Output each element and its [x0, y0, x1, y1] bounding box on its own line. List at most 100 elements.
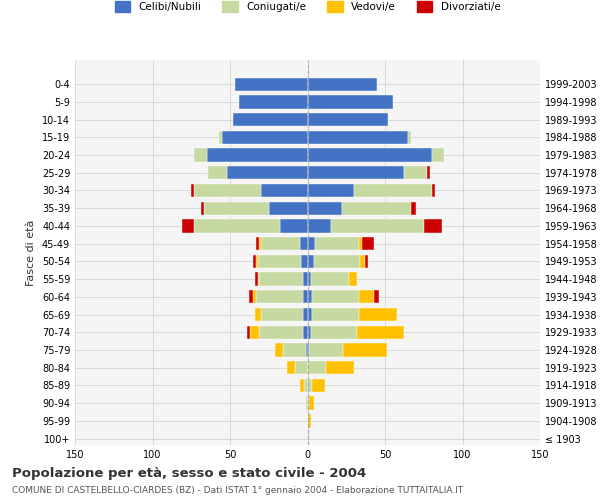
Bar [306, 396, 308, 410]
Bar [303, 326, 308, 339]
Bar [295, 361, 308, 374]
Bar [227, 166, 308, 179]
Bar [191, 184, 194, 197]
Bar [303, 308, 308, 321]
Bar [259, 237, 261, 250]
Bar [301, 254, 308, 268]
Bar [300, 379, 304, 392]
Bar [431, 148, 444, 162]
Bar [259, 326, 303, 339]
Bar [314, 254, 360, 268]
Bar [235, 78, 308, 91]
Y-axis label: Fasce di età: Fasce di età [26, 220, 36, 286]
Bar [247, 326, 250, 339]
Bar [308, 166, 404, 179]
Bar [309, 396, 314, 410]
Text: COMUNE DI CASTELBELLO-CIARDES (BZ) - Dati ISTAT 1° gennaio 2004 - Elaborazione T: COMUNE DI CASTELBELLO-CIARDES (BZ) - Dat… [12, 486, 463, 495]
Bar [255, 308, 261, 321]
Bar [308, 414, 311, 428]
Bar [308, 326, 311, 339]
Bar [306, 344, 308, 356]
Bar [362, 237, 374, 250]
Bar [311, 272, 349, 285]
Bar [256, 290, 303, 304]
Bar [359, 290, 374, 304]
Bar [315, 237, 359, 250]
Bar [359, 237, 362, 250]
Bar [308, 237, 315, 250]
Bar [261, 308, 303, 321]
Bar [261, 237, 300, 250]
Bar [308, 254, 314, 268]
Legend: Celibi/Nubili, Coniugati/e, Vedovi/e, Divorziati/e: Celibi/Nubili, Coniugati/e, Vedovi/e, Di… [109, 0, 506, 17]
Bar [308, 220, 331, 232]
Bar [308, 308, 312, 321]
Bar [308, 78, 377, 91]
Bar [194, 220, 280, 232]
Bar [308, 379, 312, 392]
Bar [404, 166, 427, 179]
Bar [256, 254, 258, 268]
Bar [308, 184, 354, 197]
Bar [412, 202, 416, 215]
Text: Popolazione per età, sesso e stato civile - 2004: Popolazione per età, sesso e stato civil… [12, 467, 366, 480]
Bar [200, 202, 203, 215]
Bar [207, 148, 308, 162]
Bar [308, 95, 393, 108]
Bar [354, 184, 431, 197]
Bar [365, 254, 368, 268]
Bar [253, 290, 256, 304]
Bar [308, 113, 388, 126]
Bar [194, 184, 261, 197]
Bar [331, 220, 424, 232]
Bar [424, 220, 442, 232]
Bar [349, 272, 357, 285]
Bar [308, 148, 431, 162]
Bar [219, 130, 222, 144]
Bar [182, 220, 194, 232]
Bar [308, 130, 408, 144]
Bar [203, 202, 269, 215]
Bar [255, 272, 258, 285]
Bar [258, 254, 301, 268]
Bar [308, 272, 311, 285]
Bar [308, 202, 341, 215]
Bar [308, 290, 312, 304]
Bar [233, 113, 308, 126]
Bar [208, 166, 227, 179]
Bar [253, 254, 256, 268]
Bar [311, 326, 357, 339]
Bar [259, 272, 303, 285]
Bar [326, 361, 354, 374]
Bar [312, 379, 325, 392]
Bar [304, 379, 308, 392]
Bar [287, 361, 295, 374]
Bar [374, 290, 379, 304]
Bar [303, 272, 308, 285]
Bar [303, 290, 308, 304]
Bar [256, 237, 259, 250]
Bar [343, 344, 386, 356]
Bar [258, 272, 259, 285]
Bar [194, 148, 207, 162]
Bar [280, 220, 308, 232]
Bar [248, 290, 253, 304]
Bar [359, 308, 397, 321]
Bar [269, 202, 308, 215]
Bar [239, 95, 308, 108]
Bar [261, 184, 308, 197]
Bar [308, 361, 326, 374]
Bar [308, 396, 309, 410]
Bar [427, 166, 430, 179]
Bar [222, 130, 308, 144]
Bar [360, 254, 365, 268]
Bar [250, 326, 259, 339]
Bar [308, 344, 309, 356]
Bar [283, 344, 306, 356]
Bar [431, 184, 434, 197]
Bar [300, 237, 308, 250]
Bar [408, 130, 412, 144]
Bar [312, 308, 359, 321]
Bar [275, 344, 283, 356]
Bar [309, 344, 343, 356]
